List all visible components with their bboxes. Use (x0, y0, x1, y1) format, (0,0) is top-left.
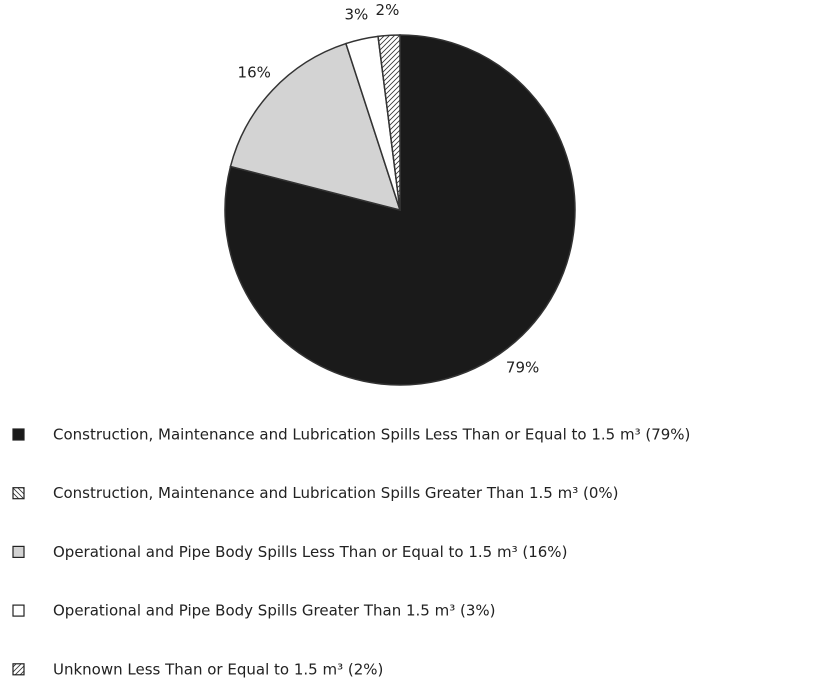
legend-swatch (12, 428, 25, 441)
data-label: 79% (506, 359, 539, 377)
legend-label: Operational and Pipe Body Spills Greater… (53, 602, 496, 620)
legend-label: Construction, Maintenance and Lubricatio… (53, 484, 619, 502)
legend-swatch (12, 604, 25, 617)
legend-swatch (12, 545, 25, 559)
pie-slice (229, 42, 402, 212)
pie-slice (377, 34, 401, 211)
data-label: 2% (376, 1, 400, 19)
data-label: 16% (238, 64, 271, 82)
legend-label: Unknown Less Than or Equal to 1.5 m³ (2%… (53, 660, 383, 678)
legend-swatch (12, 663, 25, 676)
data-label: 3% (344, 5, 368, 23)
legend-label: Construction, Maintenance and Lubricatio… (53, 426, 690, 444)
legend-swatch (12, 487, 25, 500)
legend-label: Operational and Pipe Body Spills Less Th… (53, 543, 567, 561)
